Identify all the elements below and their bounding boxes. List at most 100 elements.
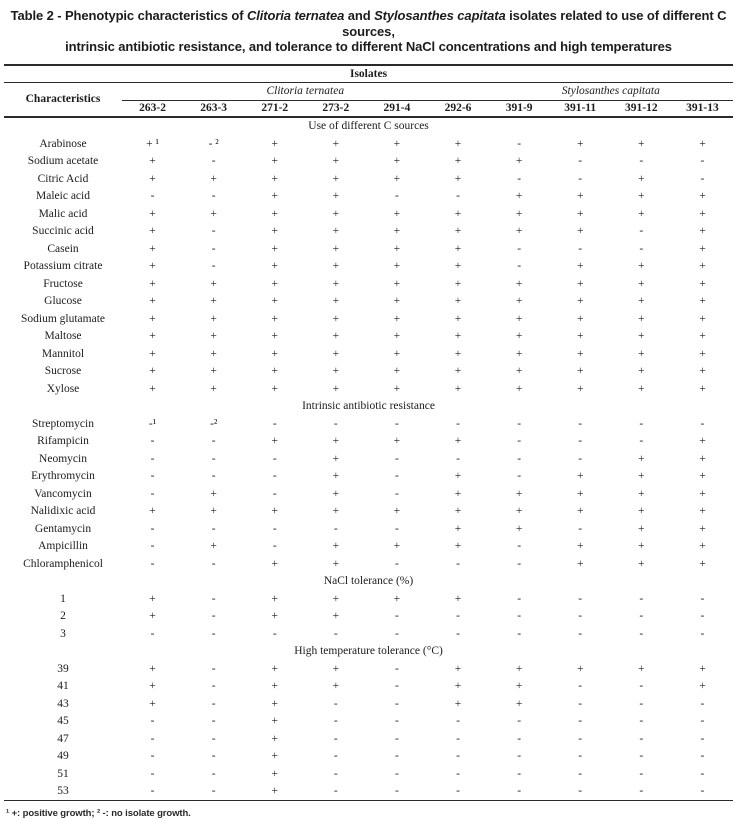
cell-value: + <box>515 662 523 675</box>
cell-value: + <box>210 347 217 360</box>
section-header: Intrinsic antibiotic resistance <box>302 400 435 413</box>
column-header: 391-12 <box>610 100 672 118</box>
row-label: Vancomycin <box>34 487 92 500</box>
cell-value: + <box>454 312 462 325</box>
section-header-row: Use of different C sources <box>4 117 733 136</box>
footnote: ¹ +: positive growth; ² -: no isolate gr… <box>6 808 191 819</box>
table-row: Casein + - + + + + - - - + <box>4 240 733 258</box>
cell-value: - <box>272 540 277 553</box>
cell-value: + <box>454 592 462 605</box>
cell-value: + <box>393 347 401 360</box>
cell-value: + <box>454 137 462 150</box>
cell-value: - <box>456 732 460 745</box>
cell-value: - <box>150 470 155 483</box>
cell-value: + <box>454 260 462 273</box>
cell-value: + <box>576 470 584 483</box>
cell-value: - <box>578 172 583 185</box>
cell-value: + <box>332 295 340 308</box>
cell-value: - <box>366 782 428 801</box>
cell-value: + <box>271 662 278 675</box>
cell-value: + <box>638 347 645 360</box>
cell-value: + <box>454 470 462 483</box>
section-header-row: Intrinsic antibiotic resistance <box>4 398 733 416</box>
cell-value: - <box>700 172 705 185</box>
cell-value: + <box>149 242 156 255</box>
cell-value: - <box>700 610 705 623</box>
cell-value: - <box>333 732 338 745</box>
cell-value: + <box>332 505 340 518</box>
section-header: NaCl tolerance (%) <box>323 575 414 588</box>
cell-value: + <box>271 155 278 168</box>
cell-value: + <box>271 312 278 325</box>
cell-value: - <box>517 767 522 780</box>
cell-value: + <box>271 137 278 150</box>
cell-value: - <box>700 155 705 168</box>
cell-value: + <box>332 260 340 273</box>
cell-value: + <box>638 172 645 185</box>
cell-value: + <box>332 155 340 168</box>
cell-value: + <box>332 557 340 570</box>
cell-value: + <box>271 295 278 308</box>
cell-value: - <box>578 750 583 763</box>
cell-value: - <box>395 610 399 623</box>
cell-value: - <box>211 680 216 693</box>
row-label: Maltose <box>44 330 82 343</box>
cell-value: - <box>610 782 672 801</box>
row-label: Nalidixic acid <box>30 505 96 518</box>
cell-value: - <box>395 662 399 675</box>
table-row: Malic acid + + + + + + + + + + <box>4 205 733 223</box>
cell-value: - <box>211 662 216 675</box>
cell-value: + <box>210 540 217 553</box>
cell-value: + <box>638 207 645 220</box>
cell-value: + <box>454 295 462 308</box>
cell-value: + <box>149 330 156 343</box>
column-header: 271-2 <box>244 100 306 118</box>
cell-value: + <box>271 435 278 448</box>
table-row: Streptomycin -¹ -² - - - - - - - - <box>4 415 733 433</box>
cell-value: + <box>393 592 401 605</box>
cell-value: + <box>271 732 278 745</box>
cell-value: + <box>393 540 401 553</box>
cell-value: + <box>332 680 340 693</box>
table-row: Chloramphenicol - - + + - - - + + + <box>4 555 733 573</box>
cell-value: + <box>515 382 523 395</box>
cell-value: - <box>517 242 522 255</box>
cell-value: + <box>638 137 645 150</box>
table-caption: Table 2 - Phenotypic characteristics of … <box>6 8 731 55</box>
column-header: 292-6 <box>427 100 489 118</box>
cell-value: - <box>517 627 522 640</box>
cell-value: + <box>638 260 645 273</box>
cell-value: + <box>699 277 706 290</box>
cell-value: - <box>456 417 460 430</box>
cell-value: - <box>122 782 184 801</box>
cell-value: + <box>210 172 217 185</box>
cell-value: - <box>211 610 216 623</box>
cell-value: + <box>393 137 401 150</box>
cell-value: - <box>211 715 216 728</box>
cell-value: - <box>639 767 644 780</box>
isolates-header: Isolates <box>4 63 734 83</box>
row-label: Glucose <box>44 295 82 308</box>
cell-value: - <box>150 627 155 640</box>
cell-value: - <box>578 732 583 745</box>
cell-value: + <box>576 330 584 343</box>
cell-value: - <box>517 592 522 605</box>
cell-value: - <box>700 732 705 745</box>
cell-value: + <box>271 750 278 763</box>
cell-value: + <box>576 505 584 518</box>
cell-value: - <box>517 417 522 430</box>
cell-value: - <box>517 452 522 465</box>
cell-value: - <box>700 417 705 430</box>
cell-value: + <box>149 207 156 220</box>
row-label: Xylose <box>46 382 80 395</box>
cell-value: + <box>332 347 340 360</box>
row-label: Citric Acid <box>37 172 89 185</box>
cell-value: - <box>333 750 338 763</box>
cell-value: + <box>454 172 462 185</box>
cell-value: + <box>332 330 340 343</box>
title-text: isolates related to use of different C s… <box>342 8 727 39</box>
cell-value: + <box>454 505 462 518</box>
cell-value: - <box>456 750 460 763</box>
cell-value: + <box>454 487 462 500</box>
cell-value: + <box>332 662 340 675</box>
